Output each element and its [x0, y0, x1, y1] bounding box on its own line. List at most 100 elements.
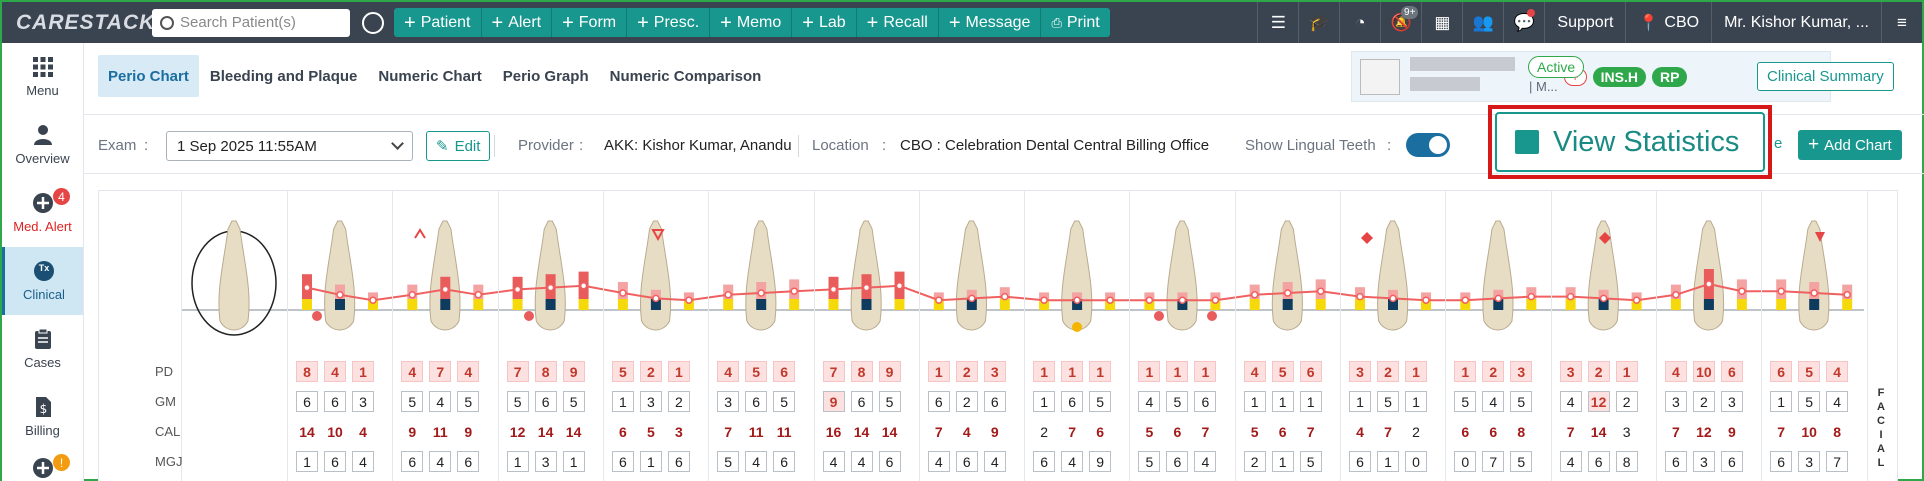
gm-cell[interactable]: 5: [1454, 391, 1477, 412]
patient-avatar[interactable]: [1360, 58, 1400, 95]
mgj-cell[interactable]: 4: [850, 451, 873, 472]
gm-cell[interactable]: 3: [1664, 391, 1687, 412]
pd-cell[interactable]: 1: [1454, 361, 1477, 382]
tooth[interactable]: [955, 220, 988, 331]
gm-cell[interactable]: 6: [1061, 391, 1084, 412]
quick-add-message-button[interactable]: + Message: [939, 8, 1042, 37]
gm-cell[interactable]: 6: [745, 391, 768, 412]
list-check-icon[interactable]: ☰: [1257, 2, 1298, 43]
sidebar-item-clinical[interactable]: Tx Clinical: [2, 247, 83, 315]
gm-cell[interactable]: 5: [562, 391, 585, 412]
pd-cell[interactable]: 1: [1138, 361, 1161, 382]
show-lingual-toggle[interactable]: [1406, 133, 1450, 157]
mgj-cell[interactable]: 4: [1559, 451, 1582, 472]
graduation-cap-icon[interactable]: 🎓: [1298, 2, 1339, 43]
pd-cell[interactable]: 5: [745, 361, 768, 382]
pd-cell[interactable]: 5: [611, 361, 634, 382]
mgj-cell[interactable]: 6: [1587, 451, 1610, 472]
pd-cell[interactable]: 2: [1377, 361, 1399, 382]
gm-cell[interactable]: 6: [927, 391, 950, 412]
mgj-cell[interactable]: 5: [717, 451, 740, 472]
mgj-cell[interactable]: 9: [1089, 451, 1112, 472]
mgj-cell[interactable]: 4: [983, 451, 1006, 472]
pd-cell[interactable]: 4: [401, 361, 424, 382]
pd-cell[interactable]: 1: [1061, 361, 1084, 382]
pd-cell[interactable]: 4: [457, 361, 480, 382]
gm-cell[interactable]: 1: [1349, 391, 1371, 412]
mgj-cell[interactable]: 5: [1299, 451, 1322, 472]
pd-cell[interactable]: 7: [429, 361, 452, 382]
quick-add-presc-button[interactable]: + Presc.: [627, 8, 711, 37]
mgj-cell[interactable]: 1: [506, 451, 529, 472]
gm-cell[interactable]: 2: [667, 391, 690, 412]
gm-cell[interactable]: 5: [1510, 391, 1533, 412]
quick-add-alert-button[interactable]: + Alert: [482, 8, 553, 37]
pd-cell[interactable]: 5: [1798, 361, 1821, 382]
pd-cell[interactable]: 9: [562, 361, 585, 382]
clinical-summary-button[interactable]: Clinical Summary: [1757, 62, 1894, 91]
mgj-cell[interactable]: 5: [1510, 451, 1533, 472]
gm-cell[interactable]: 1: [1271, 391, 1294, 412]
mgj-cell[interactable]: 4: [429, 451, 452, 472]
sidebar-item-cases[interactable]: Cases: [2, 315, 83, 383]
gm-cell[interactable]: 4: [1826, 391, 1849, 412]
carestack-logo[interactable]: CARESTACK: [16, 10, 156, 34]
mgj-cell[interactable]: 6: [878, 451, 901, 472]
pd-cell[interactable]: 1: [1033, 361, 1056, 382]
search-patient-input[interactable]: Search Patient(s): [152, 8, 350, 37]
tab-numeric-chart[interactable]: Numeric Chart: [378, 67, 482, 85]
exam-select[interactable]: 1 Sep 2025 11:55AM: [166, 131, 413, 161]
mgj-cell[interactable]: 6: [457, 451, 480, 472]
calendar-icon[interactable]: ▦: [1421, 2, 1462, 43]
gm-cell[interactable]: 6: [1194, 391, 1217, 412]
gm-cell[interactable]: 9: [822, 391, 845, 412]
tooth[interactable]: [1166, 220, 1198, 331]
tooth[interactable]: [1061, 220, 1093, 331]
mgj-cell[interactable]: 6: [1664, 451, 1687, 472]
pd-cell[interactable]: 6: [1770, 361, 1793, 382]
mgj-cell[interactable]: 4: [927, 451, 950, 472]
tooth[interactable]: [1798, 220, 1830, 331]
tooth[interactable]: [324, 220, 356, 331]
pd-cell[interactable]: 2: [639, 361, 662, 382]
pd-cell[interactable]: 5: [1271, 361, 1294, 382]
gm-cell[interactable]: 12: [1587, 391, 1610, 412]
pd-cell[interactable]: 1: [1405, 361, 1427, 382]
mgj-cell[interactable]: 3: [1692, 451, 1715, 472]
pd-cell[interactable]: 1: [927, 361, 950, 382]
pd-cell[interactable]: 1: [352, 361, 374, 382]
support-link[interactable]: Support: [1544, 2, 1625, 43]
gm-cell[interactable]: 6: [324, 391, 346, 412]
gm-cell[interactable]: 3: [639, 391, 662, 412]
tooth[interactable]: [1587, 220, 1619, 331]
pd-cell[interactable]: 3: [1559, 361, 1582, 382]
pd-cell[interactable]: 6: [1720, 361, 1743, 382]
pd-cell[interactable]: 4: [1826, 361, 1849, 382]
pd-cell[interactable]: 4: [717, 361, 740, 382]
pd-cell[interactable]: 8: [296, 361, 318, 382]
mgj-cell[interactable]: 6: [1349, 451, 1371, 472]
pd-cell[interactable]: 6: [773, 361, 796, 382]
mgj-cell[interactable]: 3: [534, 451, 557, 472]
gm-cell[interactable]: 5: [1798, 391, 1821, 412]
mgj-cell[interactable]: 4: [1194, 451, 1217, 472]
mgj-cell[interactable]: 6: [324, 451, 346, 472]
mgj-cell[interactable]: 4: [822, 451, 845, 472]
pd-cell[interactable]: 1: [1089, 361, 1112, 382]
tab-perio-graph[interactable]: Perio Graph: [502, 67, 589, 85]
view-statistics-button[interactable]: View Statistics: [1495, 112, 1765, 172]
mgj-cell[interactable]: 1: [639, 451, 662, 472]
pd-cell[interactable]: 3: [1349, 361, 1371, 382]
pd-cell[interactable]: 6: [1299, 361, 1322, 382]
mgj-cell[interactable]: 7: [1482, 451, 1505, 472]
pd-cell[interactable]: 4: [1664, 361, 1687, 382]
mgj-cell[interactable]: 4: [745, 451, 768, 472]
gm-cell[interactable]: 6: [534, 391, 557, 412]
mgj-cell[interactable]: 6: [1770, 451, 1793, 472]
mgj-cell[interactable]: 7: [1826, 451, 1849, 472]
user-menu[interactable]: Mr. Kishor Kumar, ...: [1711, 2, 1881, 43]
gm-cell[interactable]: 3: [352, 391, 374, 412]
pd-cell[interactable]: 8: [534, 361, 557, 382]
gm-cell[interactable]: 1: [1033, 391, 1056, 412]
gm-cell[interactable]: 1: [1243, 391, 1266, 412]
